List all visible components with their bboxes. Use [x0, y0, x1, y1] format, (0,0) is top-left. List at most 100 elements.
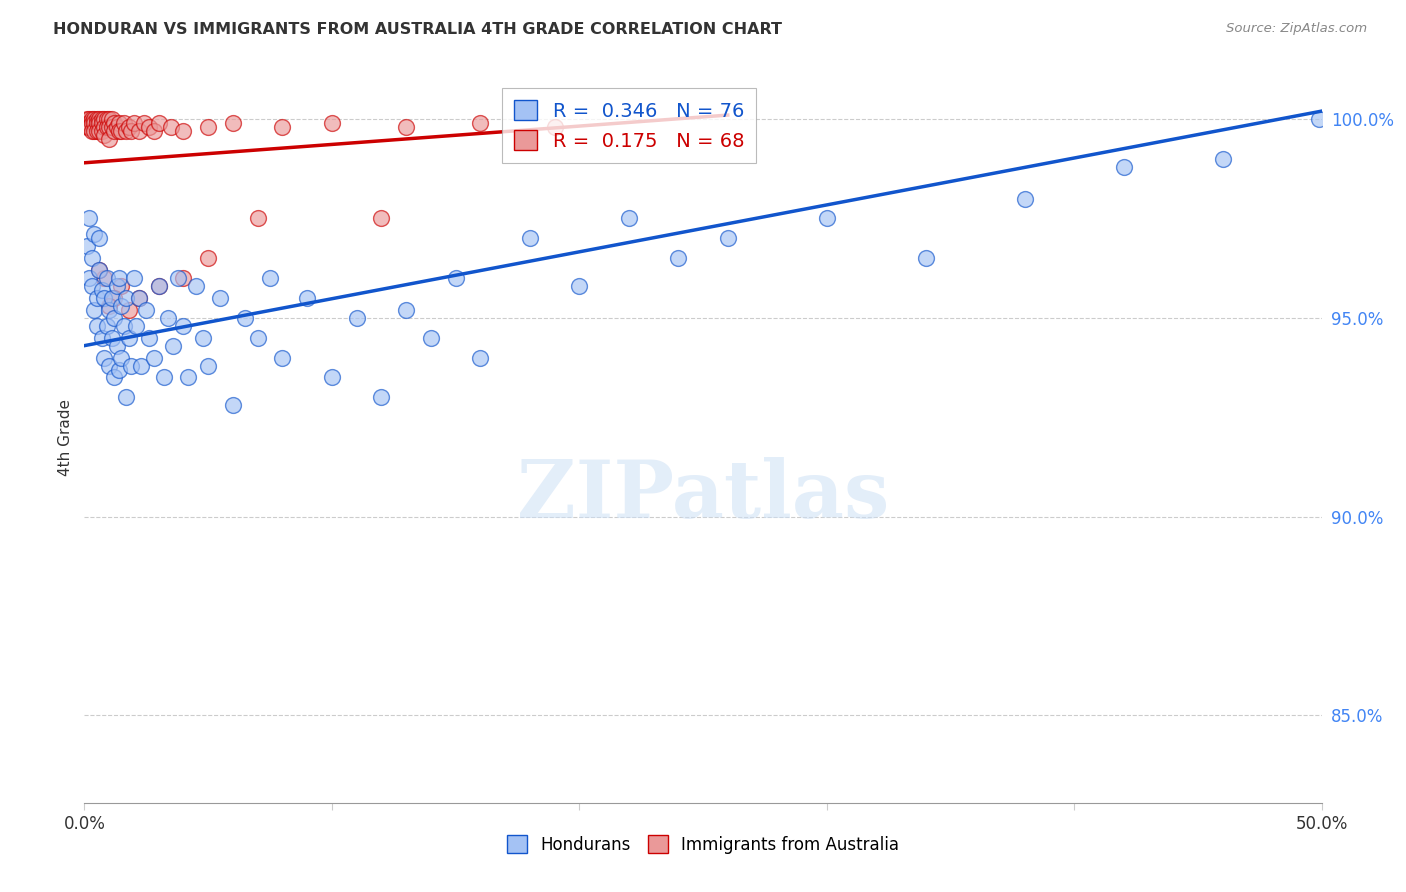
Point: [167, 271, 190, 285]
Point: [93, 351, 115, 365]
Point: [86, 116, 108, 130]
Point: [80, 279, 103, 293]
Point: [103, 310, 125, 325]
Point: [89, 116, 111, 130]
Point: [100, 120, 122, 134]
Point: [79, 116, 101, 130]
Point: [197, 359, 219, 373]
Point: [118, 331, 141, 345]
Point: [79, 211, 101, 226]
Point: [108, 362, 131, 376]
Point: [395, 302, 418, 317]
Point: [105, 279, 128, 293]
Point: [83, 302, 105, 317]
Point: [142, 124, 165, 138]
Point: [110, 299, 132, 313]
Point: [98, 299, 121, 313]
Point: [110, 279, 132, 293]
Point: [100, 112, 122, 126]
Point: [543, 120, 565, 134]
Point: [100, 331, 122, 345]
Point: [209, 291, 232, 305]
Point: [103, 370, 125, 384]
Point: [80, 251, 103, 265]
Point: [568, 279, 591, 293]
Point: [93, 112, 115, 126]
Point: [86, 318, 108, 333]
Point: [90, 283, 112, 297]
Point: [98, 112, 121, 126]
Point: [1112, 160, 1135, 174]
Point: [470, 351, 492, 365]
Point: [152, 370, 174, 384]
Point: [617, 211, 640, 226]
Point: [80, 124, 103, 138]
Point: [112, 116, 135, 130]
Point: [148, 116, 170, 130]
Point: [246, 211, 269, 226]
Point: [115, 124, 138, 138]
Text: HONDURAN VS IMMIGRANTS FROM AUSTRALIA 4TH GRADE CORRELATION CHART: HONDURAN VS IMMIGRANTS FROM AUSTRALIA 4T…: [53, 22, 782, 37]
Point: [79, 112, 101, 126]
Point: [83, 227, 105, 242]
Point: [138, 331, 160, 345]
Point: [233, 310, 256, 325]
Point: [129, 359, 152, 373]
Point: [89, 112, 111, 126]
Point: [86, 112, 108, 126]
Point: [122, 116, 145, 130]
Point: [191, 331, 214, 345]
Point: [100, 291, 122, 305]
Point: [160, 120, 183, 134]
Point: [115, 291, 138, 305]
Point: [80, 112, 103, 126]
Point: [79, 271, 101, 285]
Point: [120, 124, 142, 138]
Point: [110, 124, 132, 138]
Point: [138, 120, 160, 134]
Point: [122, 271, 145, 285]
Point: [98, 359, 121, 373]
Point: [83, 112, 105, 126]
Point: [120, 359, 142, 373]
Point: [271, 351, 294, 365]
Point: [93, 271, 115, 285]
Point: [90, 124, 112, 138]
Point: [370, 390, 392, 404]
Point: [321, 370, 343, 384]
Point: [197, 120, 219, 134]
Point: [103, 291, 125, 305]
Point: [148, 279, 170, 293]
Point: [717, 231, 740, 245]
Point: [135, 302, 157, 317]
Point: [86, 291, 108, 305]
Point: [105, 339, 128, 353]
Point: [172, 124, 194, 138]
Point: [89, 124, 111, 138]
Point: [86, 124, 108, 138]
Point: [98, 120, 121, 134]
Point: [90, 116, 112, 130]
Point: [96, 112, 118, 126]
Point: [470, 116, 492, 130]
Point: [98, 132, 121, 146]
Point: [89, 263, 111, 277]
Point: [1308, 112, 1330, 126]
Point: [83, 116, 105, 130]
Point: [76, 120, 98, 134]
Point: [444, 271, 467, 285]
Point: [108, 271, 131, 285]
Point: [346, 310, 368, 325]
Point: [197, 251, 219, 265]
Point: [271, 120, 294, 134]
Point: [519, 231, 541, 245]
Point: [222, 398, 245, 412]
Point: [246, 331, 269, 345]
Point: [112, 318, 135, 333]
Legend: Hondurans, Immigrants from Australia: Hondurans, Immigrants from Australia: [501, 829, 905, 860]
Point: [1014, 192, 1036, 206]
Point: [96, 271, 118, 285]
Point: [395, 120, 418, 134]
Point: [110, 351, 132, 365]
Point: [98, 302, 121, 317]
